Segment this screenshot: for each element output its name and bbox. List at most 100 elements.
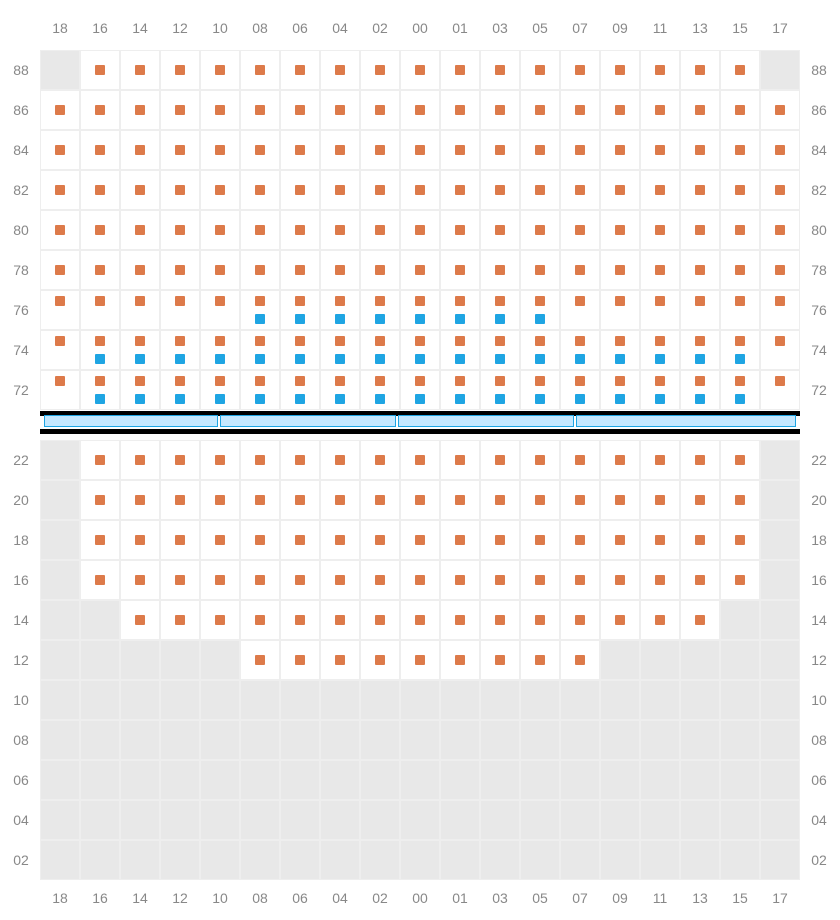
seat-marker[interactable] <box>175 296 185 306</box>
seat-marker[interactable] <box>455 296 465 306</box>
seat-marker[interactable] <box>415 655 425 665</box>
seat-marker[interactable] <box>735 65 745 75</box>
seat-marker[interactable] <box>695 535 705 545</box>
seat-marker[interactable] <box>415 615 425 625</box>
seat-marker[interactable] <box>295 575 305 585</box>
seat-marker[interactable] <box>95 225 105 235</box>
seat-marker[interactable] <box>375 575 385 585</box>
seat-marker[interactable] <box>295 105 305 115</box>
seat-marker[interactable] <box>695 575 705 585</box>
seat-marker[interactable] <box>335 376 345 386</box>
seat-marker[interactable] <box>175 575 185 585</box>
seat-marker[interactable] <box>735 535 745 545</box>
seat-marker[interactable] <box>335 225 345 235</box>
seat-marker[interactable] <box>255 225 265 235</box>
seat-marker[interactable] <box>535 185 545 195</box>
seat-marker[interactable] <box>135 535 145 545</box>
seat-marker[interactable] <box>215 535 225 545</box>
seat-marker[interactable] <box>615 225 625 235</box>
seat-marker[interactable] <box>135 265 145 275</box>
seat-marker[interactable] <box>775 145 785 155</box>
seat-marker[interactable] <box>775 105 785 115</box>
seat-marker[interactable] <box>95 336 105 346</box>
seat-marker[interactable] <box>175 376 185 386</box>
seat-marker[interactable] <box>615 105 625 115</box>
seat-marker[interactable] <box>535 296 545 306</box>
seat-marker[interactable] <box>295 145 305 155</box>
seat-marker[interactable] <box>455 394 465 404</box>
seat-marker[interactable] <box>615 145 625 155</box>
seat-marker[interactable] <box>575 145 585 155</box>
seat-marker[interactable] <box>135 225 145 235</box>
seat-marker[interactable] <box>455 495 465 505</box>
seat-marker[interactable] <box>695 296 705 306</box>
seat-marker[interactable] <box>695 185 705 195</box>
seat-marker[interactable] <box>655 535 665 545</box>
seat-marker[interactable] <box>695 265 705 275</box>
seat-marker[interactable] <box>95 145 105 155</box>
seat-marker[interactable] <box>55 145 65 155</box>
seat-marker[interactable] <box>215 394 225 404</box>
seat-marker[interactable] <box>695 394 705 404</box>
seat-marker[interactable] <box>615 296 625 306</box>
seat-marker[interactable] <box>415 575 425 585</box>
seat-marker[interactable] <box>615 394 625 404</box>
seat-marker[interactable] <box>655 394 665 404</box>
seat-marker[interactable] <box>735 394 745 404</box>
seat-marker[interactable] <box>455 575 465 585</box>
seat-marker[interactable] <box>535 265 545 275</box>
seat-marker[interactable] <box>55 185 65 195</box>
seat-marker[interactable] <box>775 225 785 235</box>
seat-marker[interactable] <box>295 655 305 665</box>
seat-marker[interactable] <box>695 336 705 346</box>
seat-marker[interactable] <box>615 615 625 625</box>
seat-marker[interactable] <box>735 336 745 346</box>
seat-marker[interactable] <box>535 105 545 115</box>
seat-marker[interactable] <box>215 575 225 585</box>
seat-marker[interactable] <box>655 495 665 505</box>
seat-marker[interactable] <box>535 65 545 75</box>
seat-marker[interactable] <box>335 105 345 115</box>
seat-marker[interactable] <box>175 225 185 235</box>
seat-marker[interactable] <box>655 296 665 306</box>
seat-marker[interactable] <box>415 145 425 155</box>
seat-marker[interactable] <box>655 145 665 155</box>
seat-marker[interactable] <box>255 105 265 115</box>
seat-marker[interactable] <box>455 225 465 235</box>
seat-marker[interactable] <box>135 105 145 115</box>
seat-marker[interactable] <box>55 376 65 386</box>
seat-marker[interactable] <box>95 354 105 364</box>
seat-marker[interactable] <box>375 314 385 324</box>
seat-marker[interactable] <box>215 105 225 115</box>
seat-marker[interactable] <box>655 105 665 115</box>
seat-marker[interactable] <box>135 145 145 155</box>
seat-marker[interactable] <box>175 265 185 275</box>
seat-marker[interactable] <box>415 455 425 465</box>
seat-marker[interactable] <box>375 265 385 275</box>
seat-marker[interactable] <box>95 105 105 115</box>
seat-marker[interactable] <box>575 455 585 465</box>
seat-marker[interactable] <box>695 615 705 625</box>
seat-marker[interactable] <box>495 314 505 324</box>
seat-marker[interactable] <box>535 394 545 404</box>
seat-marker[interactable] <box>175 615 185 625</box>
seat-marker[interactable] <box>575 575 585 585</box>
seat-marker[interactable] <box>615 495 625 505</box>
seat-marker[interactable] <box>415 105 425 115</box>
seat-marker[interactable] <box>255 145 265 155</box>
seat-marker[interactable] <box>335 65 345 75</box>
seat-marker[interactable] <box>135 185 145 195</box>
seat-marker[interactable] <box>495 655 505 665</box>
seat-marker[interactable] <box>215 296 225 306</box>
seat-marker[interactable] <box>495 336 505 346</box>
seat-marker[interactable] <box>655 615 665 625</box>
seat-marker[interactable] <box>575 354 585 364</box>
seat-marker[interactable] <box>735 145 745 155</box>
seat-marker[interactable] <box>95 265 105 275</box>
seat-marker[interactable] <box>735 455 745 465</box>
seat-marker[interactable] <box>375 145 385 155</box>
seat-marker[interactable] <box>135 455 145 465</box>
seat-marker[interactable] <box>415 185 425 195</box>
seat-marker[interactable] <box>375 185 385 195</box>
seat-marker[interactable] <box>575 105 585 115</box>
